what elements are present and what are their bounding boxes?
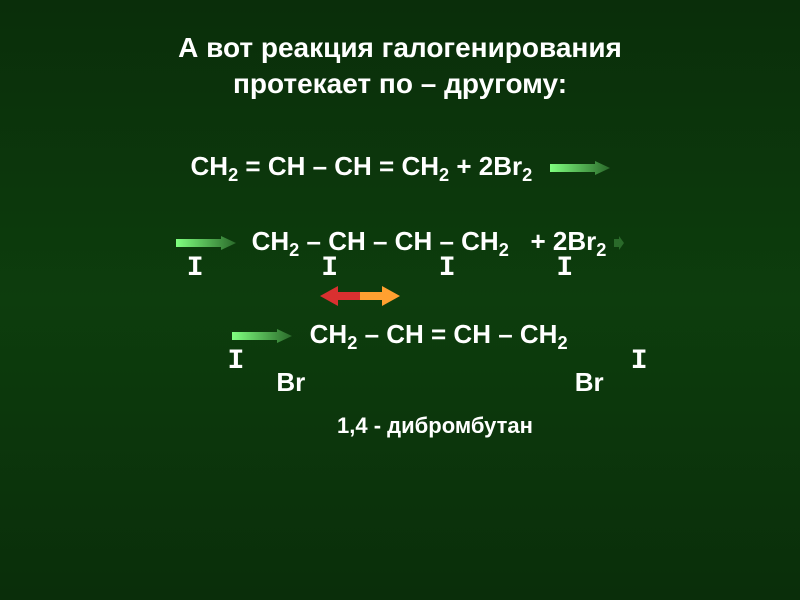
equation-1: CH2 = CH – CH = CH2 + 2Br2	[0, 151, 800, 186]
slide-title: А вот реакция галогенирования протекает …	[0, 0, 800, 103]
equation-2: CH2 – CH – CH – CH2 + 2Br2 I I I I	[0, 226, 800, 284]
br-left: Br	[276, 367, 305, 397]
title-line2: протекает по – другому:	[0, 66, 800, 102]
eq3-text: CH2 – CH = CH – CH2	[310, 319, 568, 349]
eq3-br-labels: Br Br	[80, 367, 800, 398]
double-arrow-icon	[320, 282, 400, 313]
eq1-text: CH2 = CH – CH = CH2 + 2Br2	[191, 151, 533, 181]
equation-3: CH2 – CH = CH – CH2 I I Br Br	[0, 319, 800, 398]
arrow-icon	[550, 161, 610, 175]
arrow-icon	[232, 329, 292, 343]
title-line1: А вот реакция галогенирования	[0, 30, 800, 66]
product-caption: 1,4 - дибромбутан	[70, 413, 800, 439]
arrow-icon	[176, 236, 236, 250]
eq2-text: CH2 – CH – CH – CH2 + 2Br2	[252, 226, 607, 256]
arrow-icon	[614, 236, 624, 250]
br-right: Br	[575, 367, 604, 397]
eq2-bonds: I I I I	[0, 253, 800, 284]
